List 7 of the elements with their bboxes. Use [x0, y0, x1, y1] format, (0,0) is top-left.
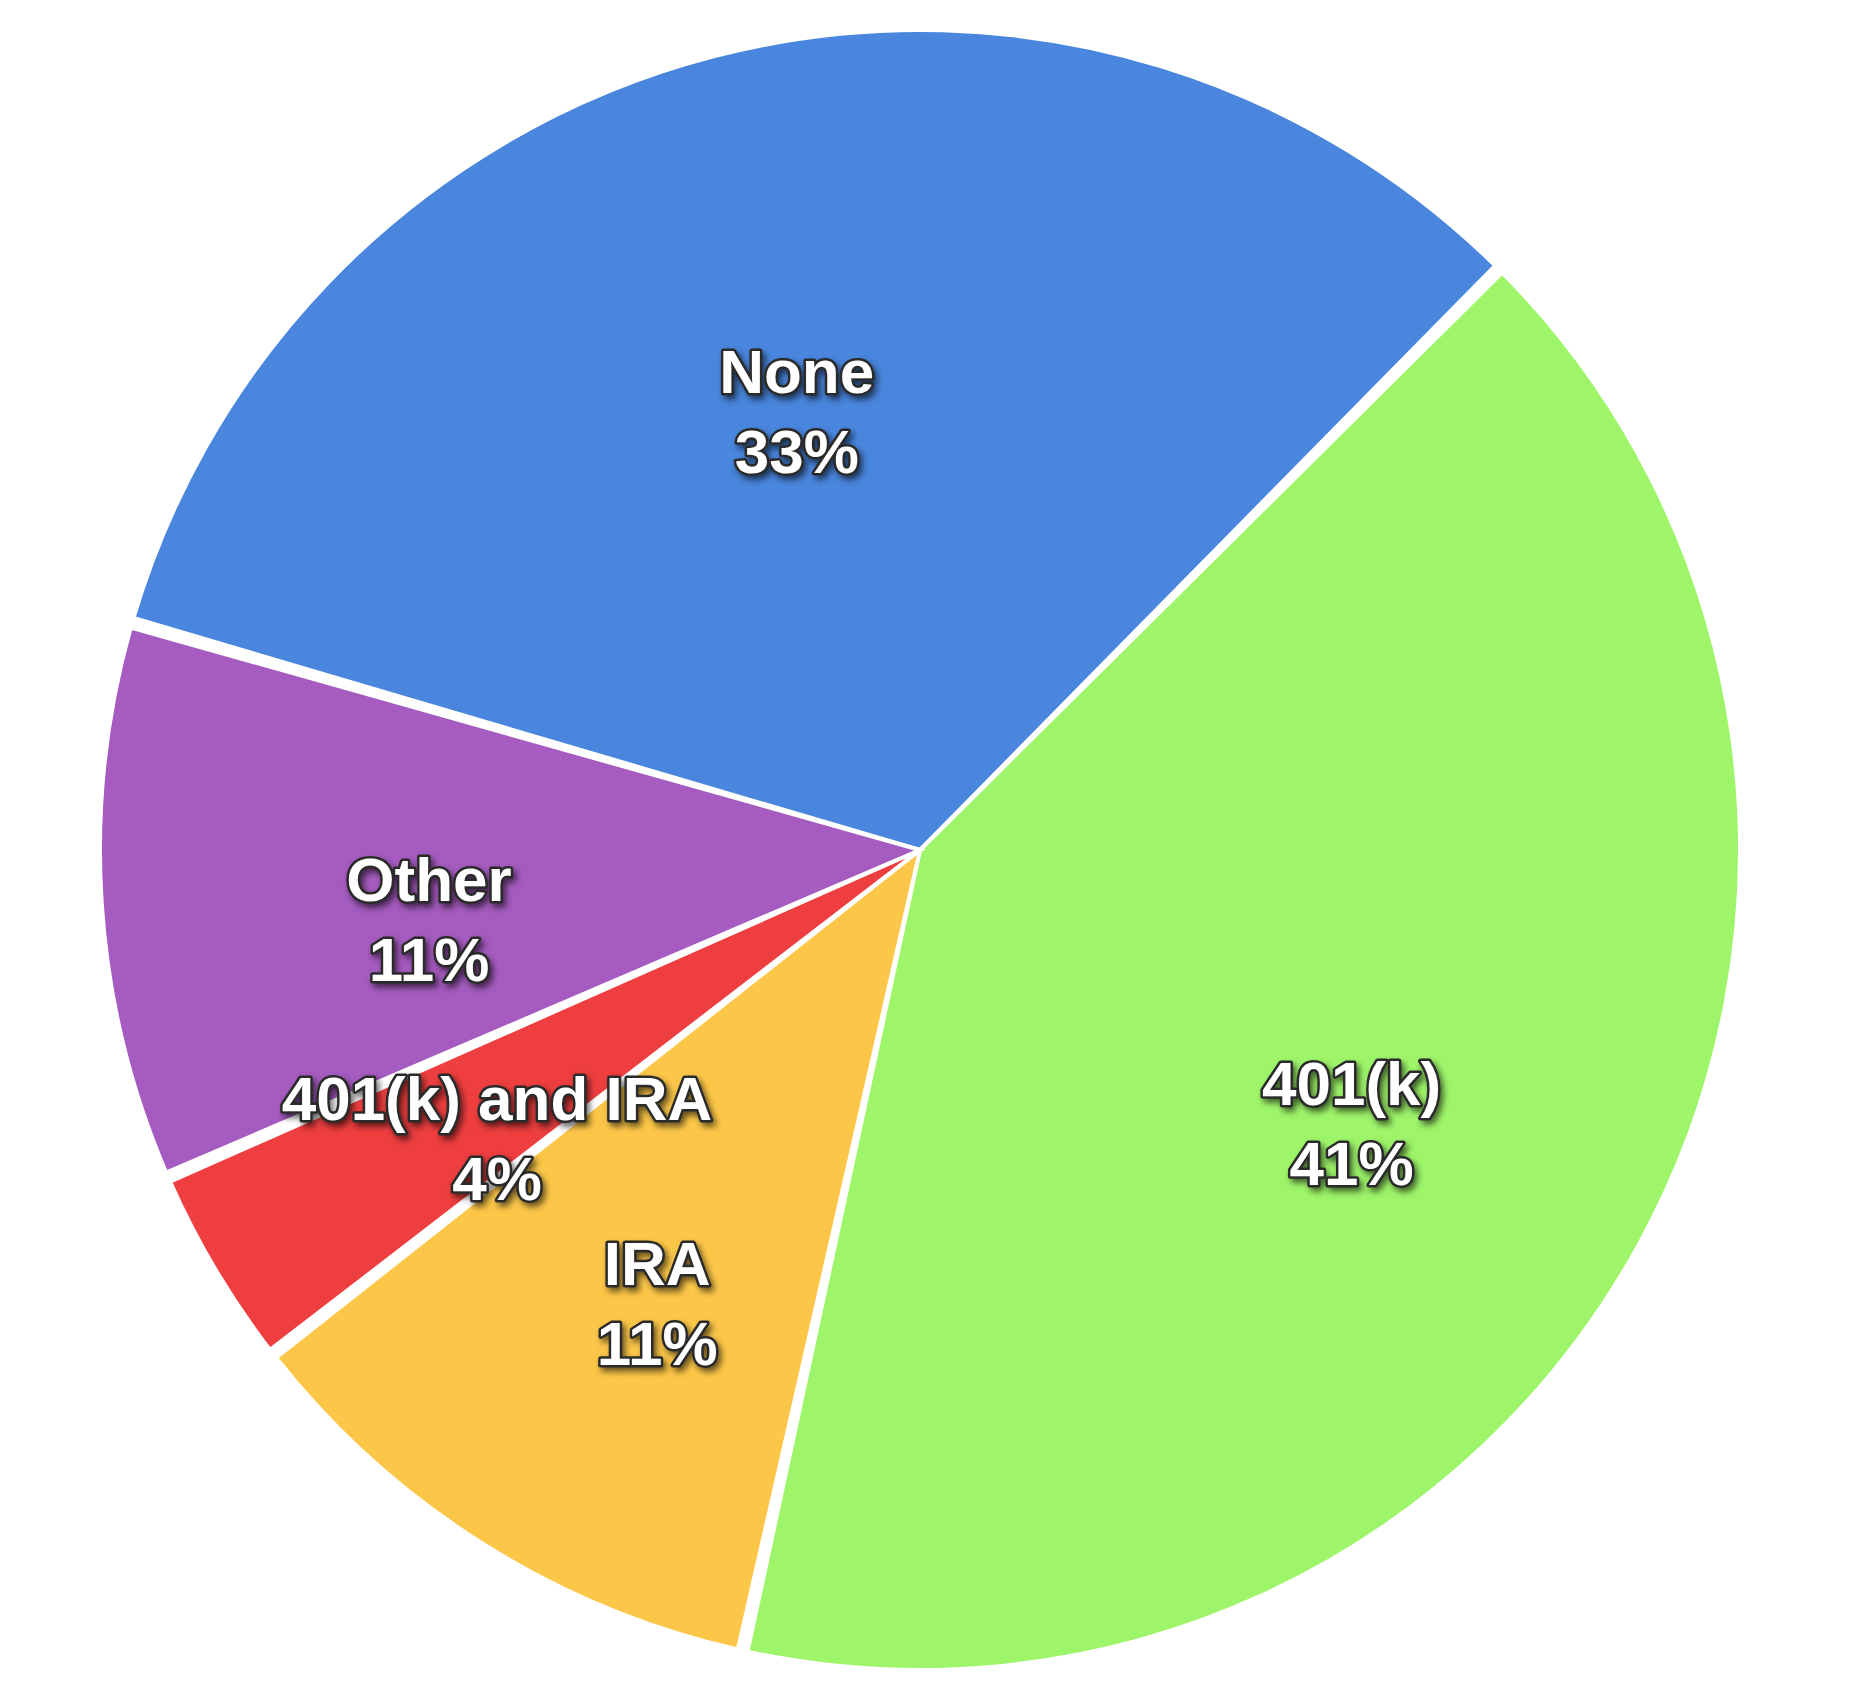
- data-label: 11%: [368, 924, 490, 994]
- slice-label: Other: [346, 844, 512, 914]
- slice-label: IRA: [603, 1228, 711, 1298]
- data-label: 11%: [596, 1308, 718, 1378]
- slice-label: None: [719, 336, 875, 406]
- data-label: 33%: [734, 416, 859, 486]
- data-label: 4%: [452, 1144, 542, 1214]
